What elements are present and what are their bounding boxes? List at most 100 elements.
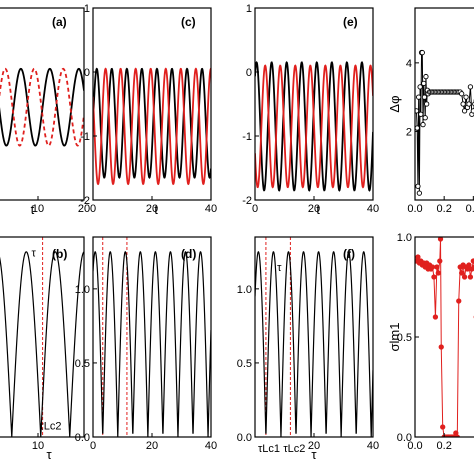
y-tick-label-h-1: 0.5 [397,332,412,344]
panel-h: 0.0 0.2 0.0 0.5 1.0 σlm1 [387,232,474,452]
x-tick-label-a-0: 10 [32,203,44,215]
panel-tag-d: (d) [181,247,196,261]
data-point-h-18 [438,344,444,350]
panel-tag-c: (c) [181,15,196,29]
x-tick-label-c-1: 20 [146,203,158,215]
data-point-g-3 [415,94,422,100]
y-tick-label-g-1: 4 [406,58,412,70]
y-tick-label-f-0: 0.0 [237,432,252,444]
y-tick-label-c-1: -1 [80,131,90,143]
x-tick-label-d-2: 40 [205,440,217,452]
y-tick-label-e-0: -2 [242,195,252,207]
data-point-g-5 [417,84,423,90]
y-tick-label-c-2: 0 [84,67,90,79]
y-tick-label-e-3: 1 [246,3,252,15]
data-point-h-11 [429,264,436,270]
series-f-0 [255,251,373,437]
data-point-h-1 [415,254,421,260]
x-tick-label-g-2: 0.4 [466,203,474,215]
plot-area-f [255,237,373,437]
y-tick-label-d-1: 0.5 [75,358,90,370]
plot-area-c [93,67,211,186]
y-tick-label-f-1: 0.5 [237,358,252,370]
data-point-g-4 [416,190,423,196]
data-point-g-42 [463,94,469,100]
data-point-h-16 [437,258,443,264]
x-axis-title-f: τ [311,447,317,462]
x-tick-label-e-0: 0 [252,203,258,215]
panel-g: 0.0 0.2 0.4 2 4 Δφ [387,7,474,215]
y-tick-label-f-2: 1.0 [237,284,252,296]
panel-e: 0 20 40 -2 -1 0 1 t (e) [242,3,379,217]
data-point-g-1 [415,125,420,131]
x-tick-label-c-2: 40 [205,203,217,215]
plot-area-h [415,237,474,437]
data-point-h-13 [432,314,439,320]
data-point-h-19 [440,424,446,430]
data-point-g-0 [415,108,420,114]
x-tick-label-h-0: 0.0 [407,440,422,452]
series-e-1 [255,64,373,189]
panel-f: 20 40 0.0 0.5 1.0 τ (f) τ τLc1 τLc2 [237,236,379,462]
x-axis-title-c: t [154,202,158,217]
annotation-b-1: τLc2 [39,421,61,433]
x-tick-label-f-1: 40 [367,440,379,452]
data-point-h-37 [466,262,472,268]
data-point-h-12 [431,274,437,280]
data-point-g-41 [461,108,468,114]
x-tick-label-h-1: 0.2 [437,440,452,452]
x-axis-title-b: τ [46,447,52,462]
data-point-h-17 [437,237,444,242]
y-tick-label-d-2: 1.0 [75,284,90,296]
data-point-h-40 [470,258,474,264]
y-axis-title-h: σlm1 [387,323,402,352]
x-tick-label-d-0: 0 [90,440,96,452]
panel-c: 0 20 40 -2 -1 0 1 t (c) [80,3,217,217]
data-point-g-2 [415,183,421,189]
y-tick-label-c-3: 1 [84,3,90,15]
data-point-g-39 [459,91,465,97]
annotation-f-0: τ [277,262,282,274]
annotation-b-0: τ [32,247,37,259]
data-point-g-10 [421,80,427,87]
data-point-g-9 [420,121,426,128]
data-point-g-13 [423,73,429,80]
data-point-h-34 [461,274,468,280]
x-axis-title-e: t [316,202,320,217]
panel-a: 10 20 t (a) [0,7,90,217]
series-e-0 [255,61,373,192]
data-point-h-32 [459,270,465,276]
panel-tag-e: (e) [343,15,358,29]
data-point-g-45 [467,84,474,90]
x-axis-title-a: t [31,202,35,217]
plot-area-b [0,237,84,437]
data-point-h-30 [456,298,462,304]
y-tick-label-c-0: -2 [80,195,90,207]
data-point-g-11 [421,94,428,100]
annotation-f-1: τLc1 [258,443,280,455]
data-point-g-12 [422,115,428,121]
y-tick-label-h-2: 1.0 [397,232,412,244]
plot-area-e [255,61,373,192]
series-d-0 [93,251,211,437]
plot-area-a [0,67,84,147]
x-tick-label-d-1: 20 [146,440,158,452]
panel-d: 0 20 40 0.0 0.5 1.0 (d) [75,236,217,452]
plot-area-d [93,237,211,437]
data-point-g-6 [418,111,424,117]
data-point-g-40 [460,101,466,107]
y-tick-label-h-0: 0.0 [397,432,412,444]
plot-area-g [415,49,474,196]
y-axis-title-g: Δφ [387,95,402,112]
annotation-f-2: τLc2 [283,443,305,455]
x-tick-label-e-2: 40 [367,203,379,215]
data-point-h-15 [435,270,441,276]
x-tick-label-c-0: 0 [90,203,96,215]
y-tick-label-e-1: -1 [242,131,252,143]
x-tick-label-g-1: 0.2 [437,203,452,215]
series-b-0 [0,251,84,437]
panel-tag-f: (f) [343,247,355,261]
